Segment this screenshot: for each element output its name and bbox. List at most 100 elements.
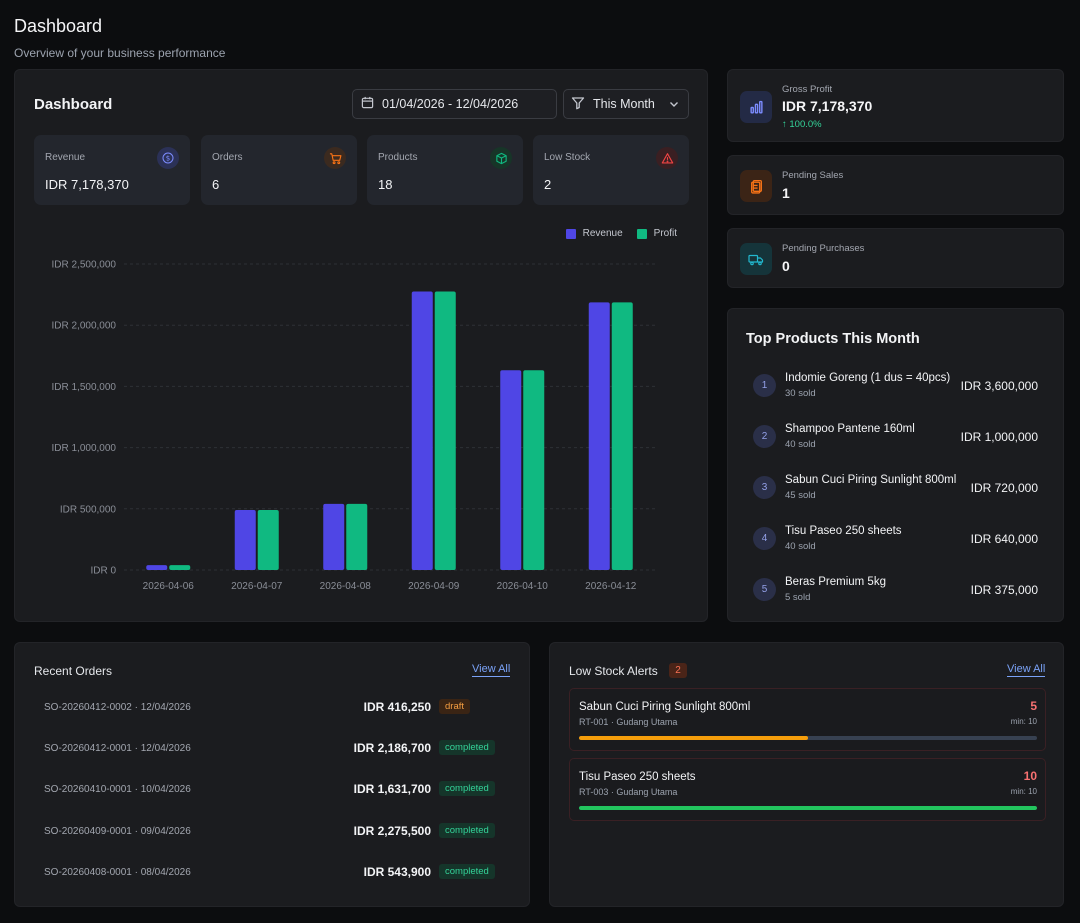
- top-product-row[interactable]: 5 Beras Premium 5kg 5 sold IDR 375,000: [728, 572, 1063, 612]
- top-products-panel: Top Products This Month 1 Indomie Goreng…: [727, 308, 1064, 622]
- order-id: SO-20260412-0002 · 12/04/2026: [44, 702, 191, 713]
- alert-product-meta: RT-001 · Gudang Utama: [579, 717, 678, 727]
- stat-value: IDR 7,178,370: [45, 177, 129, 192]
- dashboard-panel: Dashboard 01/04/2026 - 12/04/2026 This M…: [14, 69, 708, 622]
- order-row[interactable]: SO-20260412-0002 · 12/04/2026 IDR 416,25…: [15, 697, 529, 721]
- product-name: Beras Premium 5kg: [785, 576, 886, 588]
- bar-profit-2026-04-08[interactable]: [346, 503, 368, 570]
- bar-revenue-2026-04-09[interactable]: [411, 291, 433, 570]
- dollar-icon: $: [157, 147, 179, 169]
- bar-revenue-2026-04-12[interactable]: [588, 302, 610, 570]
- pending-sales-value: 1: [782, 185, 790, 201]
- truck-icon: [740, 243, 772, 275]
- product-sold: 5 sold: [785, 592, 811, 603]
- low-stock-alert[interactable]: Tisu Paseo 250 sheets RT-003 · Gudang Ut…: [569, 758, 1046, 821]
- bar-revenue-2026-04-07[interactable]: [234, 510, 256, 570]
- stat-card-orders: Orders 6: [201, 135, 357, 205]
- stat-value: 6: [212, 177, 220, 192]
- order-amount: IDR 416,250: [363, 700, 431, 714]
- stock-level-bar: [579, 806, 1037, 810]
- order-id: SO-20260408-0001 · 08/04/2026: [44, 867, 191, 878]
- product-amount: IDR 720,000: [970, 481, 1038, 495]
- chart-legend: Revenue Profit: [565, 228, 677, 239]
- bar-revenue-2026-04-10[interactable]: [500, 370, 522, 570]
- status-badge: completed: [439, 823, 495, 838]
- low-stock-title: Low Stock Alerts: [569, 664, 658, 678]
- x-tick-label: 2026-04-08: [320, 581, 372, 592]
- stat-value: 2: [544, 177, 552, 192]
- x-tick-label: 2026-04-09: [408, 581, 460, 592]
- bar-profit-2026-04-06[interactable]: [169, 565, 191, 570]
- warning-icon: [656, 147, 678, 169]
- stat-label: Revenue: [45, 152, 86, 163]
- order-amount: IDR 1,631,700: [353, 782, 431, 796]
- legend-item-revenue[interactable]: Revenue: [565, 228, 623, 239]
- x-tick-label: 2026-04-06: [143, 581, 195, 592]
- legend-swatch-profit: [636, 228, 647, 239]
- y-tick-label: IDR 0: [90, 566, 116, 577]
- date-range-value: 01/04/2026 - 12/04/2026: [382, 97, 519, 111]
- y-tick-label: IDR 1,500,000: [52, 382, 117, 393]
- status-badge: completed: [439, 781, 495, 796]
- stat-card-revenue: Revenue IDR 7,178,370 $: [34, 135, 190, 205]
- bar-profit-2026-04-10[interactable]: [523, 370, 545, 570]
- pending-purchases-card: Pending Purchases 0: [727, 228, 1064, 288]
- product-name: Tisu Paseo 250 sheets: [785, 525, 902, 537]
- calendar-icon: [361, 96, 374, 112]
- date-range-picker[interactable]: 01/04/2026 - 12/04/2026: [352, 89, 557, 119]
- order-row[interactable]: SO-20260409-0001 · 09/04/2026 IDR 2,275,…: [15, 821, 529, 845]
- top-products-title: Top Products This Month: [746, 331, 920, 347]
- x-tick-label: 2026-04-07: [231, 581, 283, 592]
- status-badge: completed: [439, 740, 495, 755]
- recent-orders-view-all-link[interactable]: View All: [472, 663, 511, 677]
- rank-badge: 1: [753, 374, 776, 397]
- legend-item-profit[interactable]: Profit: [636, 228, 677, 239]
- low-stock-view-all-link[interactable]: View All: [1007, 663, 1046, 677]
- order-id: SO-20260409-0001 · 09/04/2026: [44, 826, 191, 837]
- top-product-row[interactable]: 2 Shampoo Pantene 160ml 40 sold IDR 1,00…: [728, 419, 1063, 459]
- top-product-row[interactable]: 4 Tisu Paseo 250 sheets 40 sold IDR 640,…: [728, 521, 1063, 561]
- low-stock-count-badge: 2: [669, 663, 687, 678]
- bar-profit-2026-04-07[interactable]: [257, 510, 279, 570]
- product-sold: 45 sold: [785, 490, 816, 501]
- gross-profit-value: IDR 7,178,370: [782, 98, 873, 114]
- top-product-row[interactable]: 1 Indomie Goreng (1 dus = 40pcs) 30 sold…: [728, 368, 1063, 408]
- period-select[interactable]: This Month: [563, 89, 689, 119]
- cart-icon: [324, 147, 346, 169]
- chevron-down-icon: [668, 98, 680, 113]
- status-badge: draft: [439, 699, 471, 714]
- order-row[interactable]: SO-20260408-0001 · 08/04/2026 IDR 543,90…: [15, 862, 529, 886]
- product-sold: 30 sold: [785, 388, 816, 399]
- order-amount: IDR 2,275,500: [353, 824, 431, 838]
- bar-revenue-2026-04-08[interactable]: [323, 503, 345, 570]
- product-amount: IDR 1,000,000: [960, 430, 1038, 444]
- page-subtitle: Overview of your business performance: [14, 46, 226, 60]
- page-title: Dashboard: [14, 16, 103, 36]
- stock-level-bar: [579, 736, 1037, 740]
- y-tick-label: IDR 2,500,000: [52, 260, 117, 271]
- stat-label: Low Stock: [544, 152, 591, 163]
- top-product-row[interactable]: 3 Sabun Cuci Piring Sunlight 800ml 45 so…: [728, 470, 1063, 510]
- alert-min: min: 10: [1010, 717, 1037, 726]
- gross-profit-label: Gross Profit: [782, 84, 833, 95]
- rank-badge: 2: [753, 425, 776, 448]
- pending-sales-label: Pending Sales: [782, 170, 844, 181]
- order-id: SO-20260412-0001 · 12/04/2026: [44, 743, 191, 754]
- order-amount: IDR 543,900: [363, 865, 431, 879]
- bar-profit-2026-04-09[interactable]: [434, 291, 456, 570]
- low-stock-alert[interactable]: Sabun Cuci Piring Sunlight 800ml RT-001 …: [569, 688, 1046, 751]
- filter-icon: [571, 96, 585, 113]
- period-select-value: This Month: [593, 97, 655, 111]
- low-stock-panel: Low Stock Alerts 2 View All Sabun Cuci P…: [549, 642, 1064, 907]
- dashboard-panel-title: Dashboard: [34, 96, 113, 113]
- alert-product-name: Tisu Paseo 250 sheets: [579, 771, 696, 783]
- gross-profit-delta: ↑ 100.0%: [782, 119, 822, 130]
- product-sold: 40 sold: [785, 541, 816, 552]
- alert-min: min: 10: [1010, 787, 1037, 796]
- bar-revenue-2026-04-06[interactable]: [146, 565, 168, 570]
- bar-profit-2026-04-12[interactable]: [611, 302, 633, 570]
- stat-label: Products: [378, 152, 418, 163]
- order-row[interactable]: SO-20260410-0001 · 10/04/2026 IDR 1,631,…: [15, 779, 529, 803]
- product-amount: IDR 640,000: [970, 532, 1038, 546]
- order-row[interactable]: SO-20260412-0001 · 12/04/2026 IDR 2,186,…: [15, 738, 529, 762]
